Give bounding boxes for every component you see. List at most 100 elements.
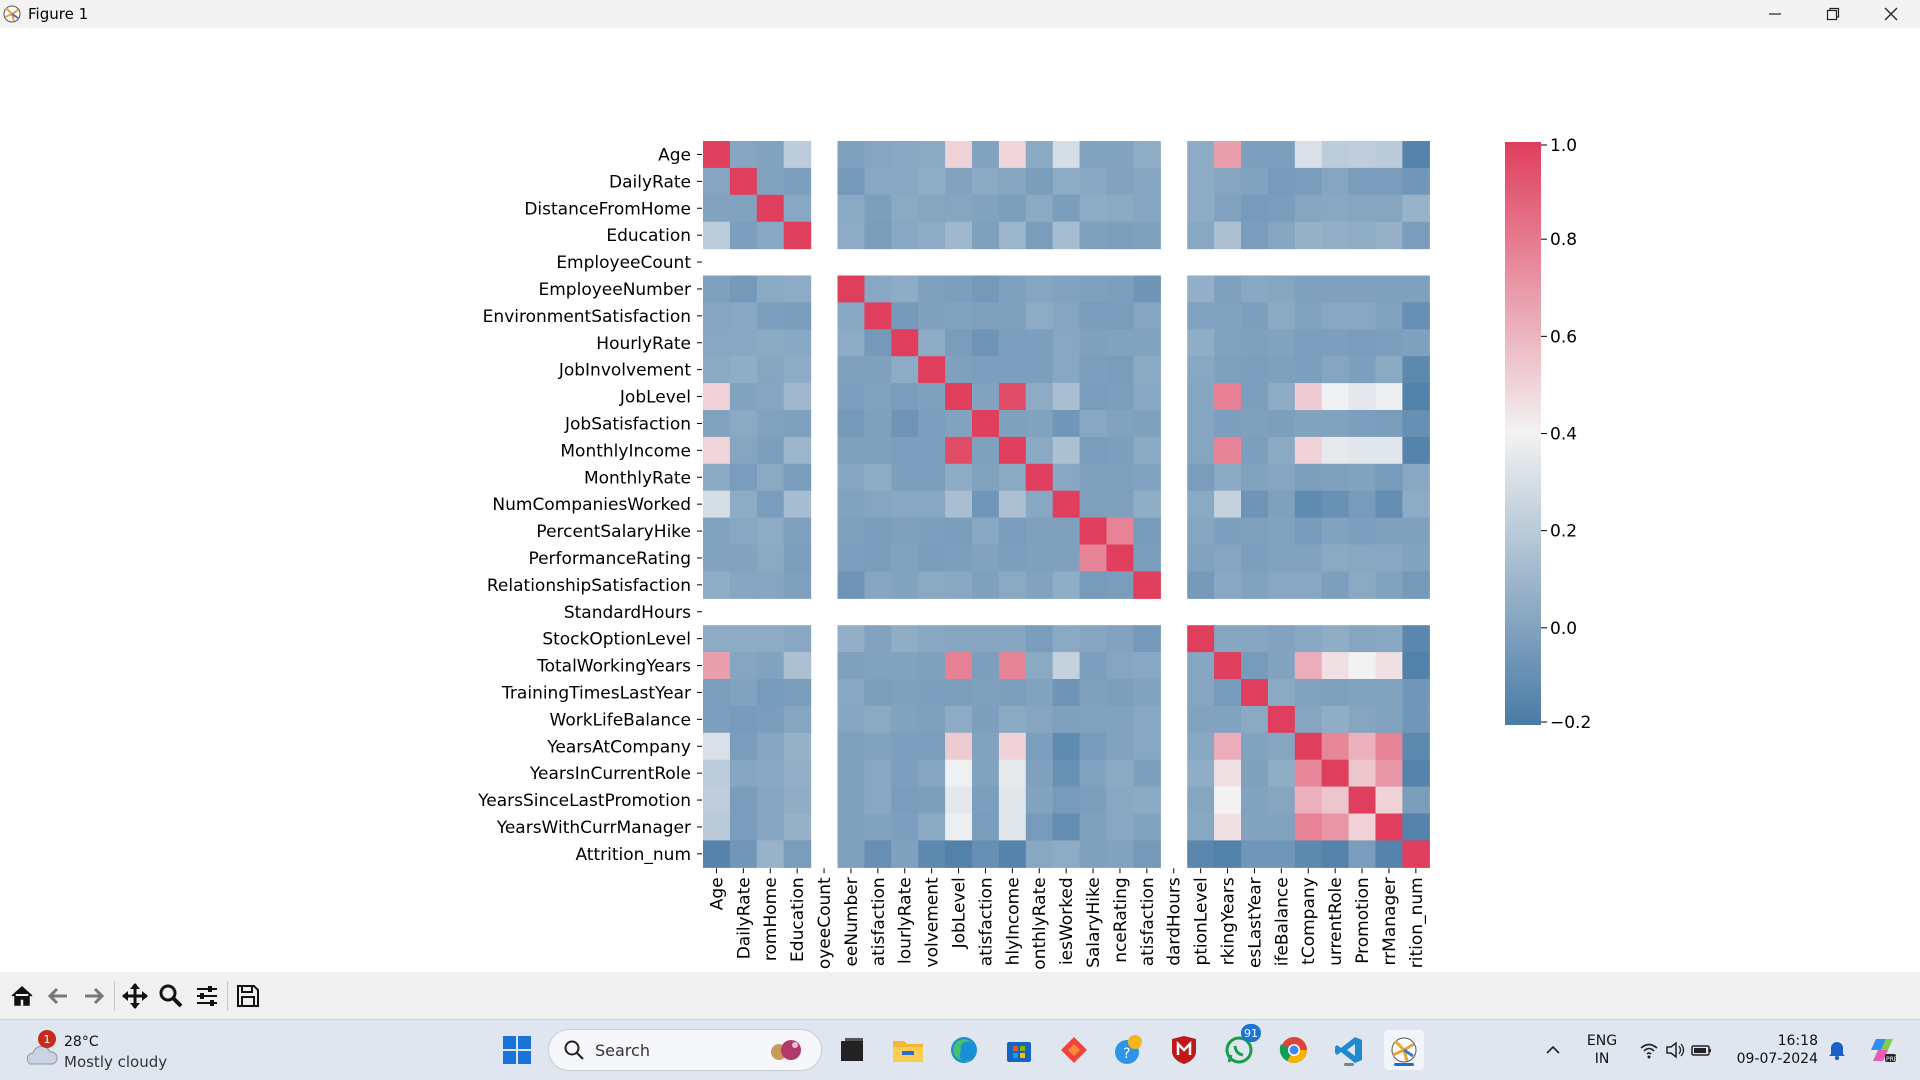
microsoft-store-button[interactable]: [999, 1030, 1039, 1070]
whatsapp-button[interactable]: 91: [1219, 1024, 1261, 1070]
mcafee-button[interactable]: [1164, 1030, 1204, 1070]
heatmap-cell: [1025, 732, 1054, 761]
column-tick-label: urrentRole: [1326, 877, 1346, 966]
heatmap-cell: [1402, 194, 1430, 223]
heatmap-cell: [972, 275, 1000, 303]
back-button[interactable]: [40, 978, 76, 1014]
heatmap-cell: [756, 759, 785, 788]
heatmap-cell: [1079, 356, 1108, 384]
column-tick-label: DailyRate: [734, 877, 754, 959]
heatmap-cell: [1267, 356, 1296, 384]
heatmap-cell: [1267, 275, 1296, 303]
heatmap-cell: [1294, 356, 1323, 384]
copilot-button[interactable]: PRE: [1862, 1030, 1902, 1070]
heatmap-cell: [998, 652, 1027, 680]
heatmap-cell: [1375, 679, 1403, 707]
weather-widget[interactable]: 1 28°C Mostly cloudy: [18, 1028, 178, 1071]
heatmap-cell: [729, 436, 758, 465]
heatmap-cell: [864, 410, 892, 438]
heatmap-cell: [891, 194, 919, 223]
heatmap-cell: [1294, 625, 1323, 653]
heatmap-cell: [729, 383, 758, 411]
store-icon: [1007, 1042, 1031, 1062]
heatmap-cell: [1402, 436, 1430, 465]
heatmap-cell: [1402, 759, 1430, 788]
heatmap-cell: [972, 544, 1000, 572]
home-button[interactable]: [4, 978, 40, 1014]
restore-button[interactable]: [1804, 0, 1862, 28]
matplotlib-figure-button[interactable]: [1384, 1030, 1424, 1070]
heatmap-cell: [1321, 436, 1350, 465]
heatmap-cell: [1025, 329, 1054, 357]
heatmap-cell: [1348, 329, 1377, 357]
close-button[interactable]: [1862, 0, 1920, 28]
heatmap-cell: [837, 544, 865, 572]
language-indicator[interactable]: ENG IN: [1580, 1030, 1624, 1070]
edge-button[interactable]: [944, 1030, 984, 1070]
heatmap-cell: [1294, 571, 1323, 599]
vscode-button[interactable]: [1329, 1030, 1369, 1070]
heatmap-cell: [756, 813, 785, 841]
minimize-button[interactable]: [1746, 0, 1804, 28]
heatmap-cell: [1133, 302, 1161, 330]
heatmap-cell: [1321, 275, 1350, 303]
taskbar-search[interactable]: Search: [548, 1029, 822, 1071]
heatmap-cell: [972, 786, 1000, 815]
file-explorer-button[interactable]: [888, 1030, 928, 1070]
heatmap-cell: [1321, 517, 1350, 546]
sticky-app-button[interactable]: ?: [1109, 1030, 1149, 1070]
save-button[interactable]: [230, 978, 266, 1014]
row-tick-label: StandardHours: [564, 603, 691, 623]
heatmap-cell: [1214, 571, 1242, 599]
heatmap-cell: [1241, 571, 1269, 599]
heatmap-cell: [1133, 463, 1161, 492]
show-hidden-icons-button[interactable]: [1540, 1030, 1566, 1070]
figure-canvas[interactable]: Age DailyRate DistanceFromHome Education Emp…: [0, 28, 1920, 972]
heatmap-cell: [1133, 356, 1161, 384]
system-tray-status[interactable]: [1636, 1030, 1716, 1070]
start-button[interactable]: [497, 1030, 537, 1070]
heatmap-cell: [1402, 625, 1430, 653]
heatmap-cell: [1052, 813, 1081, 841]
heatmap-cell: [1294, 840, 1323, 868]
heatmap-cell: [756, 194, 785, 223]
heatmap-cell: [1375, 759, 1403, 788]
row-tick-label: JobLevel: [619, 388, 691, 408]
row-tick-label: TotalWorkingYears: [536, 657, 691, 677]
configure-subplots-button[interactable]: [189, 978, 225, 1014]
heatmap-cell: [1294, 652, 1323, 680]
heatmap-cell: [998, 221, 1027, 250]
heatmap-cell: [1294, 705, 1323, 734]
heatmap-cell: [1402, 141, 1430, 169]
anydesk-button[interactable]: [1054, 1030, 1094, 1070]
heatmap-cell: [783, 732, 812, 761]
heatmap-cell: [756, 625, 785, 653]
row-tick-label: EmployeeNumber: [539, 280, 692, 300]
weather-condition: Mostly cloudy: [64, 1053, 168, 1071]
heatmap-cell: [1348, 813, 1377, 841]
heatmap-cell: [703, 194, 731, 223]
clock[interactable]: 16:18 09-07-2024: [1728, 1030, 1818, 1070]
colorbar-tick-label: 1.0: [1550, 136, 1577, 156]
zoom-button[interactable]: [153, 978, 189, 1014]
heatmap-cell: [837, 436, 865, 465]
heatmap-cell: [1133, 490, 1161, 519]
heatmap-cell: [837, 705, 865, 734]
pan-button[interactable]: [117, 978, 153, 1014]
heatmap-cell: [837, 840, 865, 868]
heatmap-cell: [1106, 732, 1134, 761]
chrome-button[interactable]: [1274, 1030, 1314, 1070]
heatmap-cell: [1294, 383, 1323, 411]
heatmap-cell: [783, 679, 812, 707]
heatmap-cell: [703, 221, 731, 250]
column-tick-label: oyeeCount: [815, 877, 835, 969]
task-view-button[interactable]: [832, 1030, 872, 1070]
heatmap-cell: [945, 167, 973, 196]
forward-button[interactable]: [76, 978, 112, 1014]
heatmap-cell: [891, 436, 919, 465]
heatmap-cell: [945, 356, 973, 384]
notifications-button[interactable]: [1822, 1030, 1852, 1070]
row-tick-label: DistanceFromHome: [524, 199, 691, 219]
heatmap-cell: [972, 329, 1000, 357]
heatmap-cell: [1079, 436, 1108, 465]
